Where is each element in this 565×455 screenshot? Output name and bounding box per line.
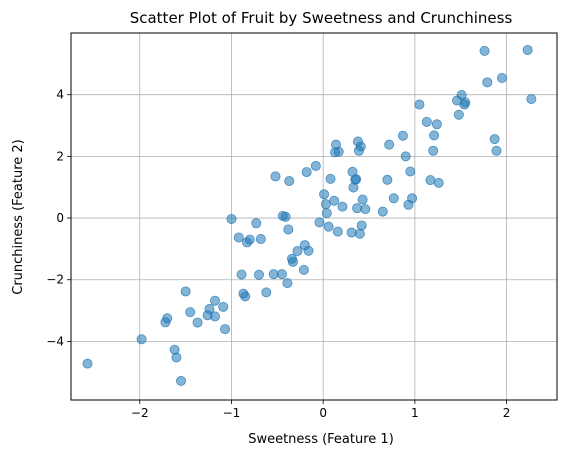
- data-point: [325, 173, 336, 184]
- x-tick-label: 2: [503, 406, 511, 420]
- data-point: [414, 99, 425, 110]
- data-point: [226, 213, 237, 224]
- data-point: [280, 211, 291, 222]
- x-tick-label: −1: [223, 406, 241, 420]
- data-point: [460, 97, 471, 108]
- data-point: [351, 174, 362, 185]
- data-point: [255, 234, 266, 245]
- data-point: [180, 286, 191, 297]
- data-point: [204, 304, 215, 315]
- y-tick-label: 0: [56, 211, 64, 225]
- data-point: [346, 227, 357, 238]
- data-point: [192, 317, 203, 328]
- data-point: [431, 119, 442, 130]
- data-point: [388, 193, 399, 204]
- data-point: [453, 109, 464, 120]
- x-tick-label: 1: [411, 406, 419, 420]
- data-point: [479, 45, 490, 56]
- y-tick-label: −2: [46, 273, 64, 287]
- data-point: [332, 226, 343, 237]
- data-point: [244, 234, 255, 245]
- data-point: [220, 324, 231, 335]
- data-point: [240, 291, 251, 302]
- data-point: [301, 167, 312, 178]
- data-point: [261, 287, 272, 298]
- data-point: [162, 313, 173, 324]
- data-point: [360, 204, 371, 215]
- data-point: [377, 206, 388, 217]
- data-point: [333, 146, 344, 157]
- data-point: [276, 269, 287, 280]
- data-point: [284, 176, 295, 187]
- data-point: [425, 175, 436, 186]
- data-point: [489, 134, 500, 145]
- data-point: [283, 224, 294, 235]
- data-point: [303, 245, 314, 256]
- data-point: [482, 77, 493, 88]
- data-point: [522, 44, 533, 55]
- data-point: [329, 195, 340, 206]
- data-point: [320, 199, 331, 210]
- x-tick-label: 0: [319, 406, 327, 420]
- data-point: [209, 295, 220, 306]
- data-point: [236, 269, 247, 280]
- data-point: [319, 189, 330, 200]
- data-point: [405, 166, 416, 177]
- data-point: [233, 232, 244, 243]
- x-axis-label: Sweetness (Feature 1): [248, 432, 394, 447]
- data-point: [310, 160, 321, 171]
- data-point: [397, 130, 408, 141]
- data-point: [491, 145, 502, 156]
- data-point: [218, 301, 229, 312]
- y-tick-label: 4: [56, 88, 64, 102]
- data-point: [421, 116, 432, 127]
- data-point: [352, 203, 363, 214]
- grid-lines: [71, 33, 557, 400]
- data-point: [176, 375, 187, 386]
- data-point: [354, 228, 365, 239]
- data-point: [384, 139, 395, 150]
- data-point: [253, 269, 264, 280]
- data-point: [287, 256, 298, 267]
- data-point: [268, 269, 279, 280]
- y-axis-ticks: −4 −2 0 2 4: [46, 88, 71, 348]
- data-point: [270, 171, 281, 182]
- data-point: [356, 220, 367, 231]
- chart-title: Scatter Plot of Fruit by Sweetness and C…: [130, 9, 513, 27]
- data-point: [382, 174, 393, 185]
- x-axis-ticks: −2 −1 0 1 2: [131, 400, 510, 420]
- data-point: [357, 194, 368, 205]
- data-point: [400, 151, 411, 162]
- plot-frame: [70, 32, 558, 401]
- data-point: [314, 217, 325, 228]
- data-point: [526, 93, 537, 104]
- data-point: [136, 334, 147, 345]
- data-point: [251, 218, 262, 229]
- data-point: [185, 307, 196, 318]
- data-point: [337, 201, 348, 212]
- data-point: [82, 358, 93, 369]
- data-point: [407, 193, 418, 204]
- data-point: [429, 130, 440, 141]
- y-tick-label: 2: [56, 149, 64, 163]
- data-point: [171, 352, 182, 363]
- data-point: [433, 177, 444, 188]
- data-point: [298, 264, 309, 275]
- data-point: [321, 208, 332, 219]
- data-point: [323, 221, 334, 232]
- data-point: [428, 145, 439, 156]
- y-axis-label: Crunchiness (Feature 2): [11, 139, 26, 295]
- x-tick-label: −2: [131, 406, 149, 420]
- data-point: [355, 141, 366, 152]
- data-point: [292, 246, 303, 257]
- data-point: [282, 278, 293, 289]
- data-points: [82, 44, 537, 386]
- data-point: [209, 311, 220, 322]
- data-point: [496, 73, 507, 84]
- y-tick-label: −4: [46, 334, 64, 348]
